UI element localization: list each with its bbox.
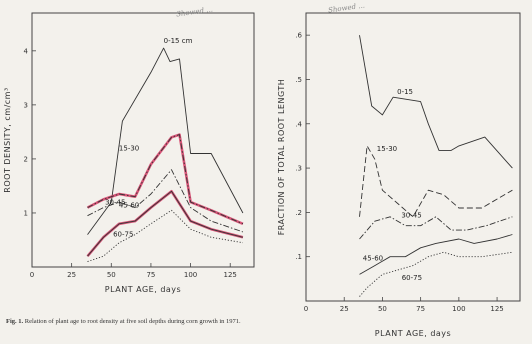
left-series-label-45-60: 45-60 — [119, 202, 139, 210]
left-x-tick-label: 125 — [224, 271, 237, 279]
left-x-tick-label: 50 — [107, 271, 116, 279]
left-y-tick-label: 3 — [24, 101, 28, 109]
left-series-line-45-60 — [87, 190, 244, 257]
left-y-axis-title: ROOT DENSITY, cm/cm³ — [3, 87, 12, 192]
right-y-axis-title: FRACTION OF TOTAL ROOT LENGTH — [277, 79, 286, 236]
right-x-tick-label: 25 — [340, 305, 349, 313]
left-x-axis-title: PLANT AGE, days — [105, 285, 181, 294]
left-series-label-30-45: 30-45 — [105, 199, 125, 207]
right-series-line-0-15 — [359, 35, 513, 169]
right-plot-frame — [305, 12, 521, 302]
root-density-chart: 0 25 50 75 100 125 1 2 3 4 PLANT AGE, days ROOT DEN… — [3, 12, 255, 294]
left-plot-frame — [31, 12, 255, 268]
left-x-tick-label: 100 — [184, 271, 197, 279]
right-x-tick-label: 125 — [490, 305, 503, 313]
right-y-tick-label: .1 — [295, 253, 302, 261]
right-x-tick-label: 100 — [452, 305, 465, 313]
left-series-highlight-15-30 — [86, 133, 244, 225]
right-x-tick-label: 0 — [304, 305, 308, 313]
caption-figure-number: Fig. 1. — [6, 318, 24, 325]
left-x-tick-label: 25 — [67, 271, 76, 279]
left-series-label-0-15-cm: 0-15 cm — [164, 37, 193, 45]
left-x-tick-label: 0 — [30, 271, 34, 279]
left-series-line-30-45 — [87, 169, 244, 233]
left-series-line-15-30 — [87, 134, 244, 225]
left-x-tick-label: 75 — [146, 271, 155, 279]
figure-caption: Fig. 1. Relation of plant age to root de… — [6, 318, 261, 326]
left-series-label-15-30: 15-30 — [119, 144, 139, 152]
right-y-tick-label: .3 — [295, 165, 302, 173]
root-density-panel: 0 25 50 75 100 125 1 2 3 4 PLANT AGE, days ROOT DEN… — [3, 5, 261, 326]
right-series-label-45-60: 45-60 — [363, 255, 383, 263]
right-y-tick-label: .4 — [295, 120, 302, 128]
left-series-line-60-75 — [87, 209, 243, 263]
right-series-label-15-30: 15-30 — [377, 145, 397, 153]
root-fraction-panel: 0 25 50 75 100 125 .1 .2 .3 .4 .5 .6 PLANT AGE, days… — [266, 0, 532, 344]
root-fraction-chart: 0 25 50 75 100 125 .1 .2 .3 .4 .5 .6 PLANT AGE, days… — [277, 12, 521, 338]
right-y-tick-label: .6 — [295, 32, 302, 40]
right-series-line-60-75 — [359, 251, 513, 297]
right-x-axis-title: PLANT AGE, days — [375, 329, 451, 338]
right-y-tick-label: .5 — [295, 76, 302, 84]
left-y-tick-label: 1 — [24, 209, 28, 217]
right-x-tick-label: 75 — [416, 305, 425, 313]
right-series-line-15-30 — [359, 145, 513, 218]
right-y-tick-label: .2 — [295, 209, 302, 217]
right-series-label-0-15: 0-15 — [397, 88, 413, 96]
right-x-tick-label: 50 — [378, 305, 387, 313]
caption-text: Relation of plant age to root density at… — [24, 318, 241, 325]
left-y-tick-label: 4 — [24, 47, 29, 55]
right-series-label-30-45: 30-45 — [401, 212, 421, 220]
right-series-line-45-60 — [359, 234, 513, 275]
left-series-label-60-75: 60-75 — [113, 231, 133, 239]
left-series-line-0-15-cm — [87, 47, 244, 235]
right-series-line-30-45 — [359, 216, 513, 240]
left-y-tick-label: 2 — [24, 155, 28, 163]
right-series-label-60-75: 60-75 — [402, 274, 422, 282]
